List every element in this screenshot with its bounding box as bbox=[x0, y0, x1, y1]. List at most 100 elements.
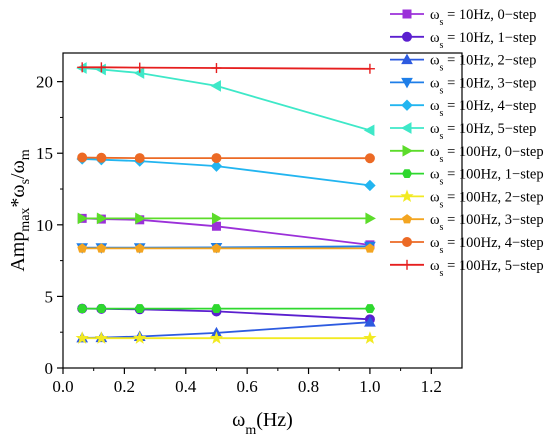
data-point bbox=[400, 189, 414, 203]
series-11 bbox=[77, 152, 375, 164]
data-point bbox=[77, 212, 89, 225]
x-axis-title: ωm(Hz) bbox=[232, 409, 293, 438]
legend-label: ωs = 10Hz, 0−step bbox=[430, 7, 536, 28]
data-point bbox=[364, 179, 376, 192]
legend-item: ωs = 100Hz, 3−step bbox=[390, 212, 544, 233]
y-tick-label: 15 bbox=[36, 144, 53, 163]
data-point bbox=[364, 153, 375, 164]
data-point bbox=[210, 80, 221, 92]
axes: 0.0 0.2 0.4 0.6 0.8 1.0 1.2 0 5 10 15 20 bbox=[36, 52, 463, 396]
series-group bbox=[75, 62, 377, 344]
y-axis-title: Ampmax*ωs/ωm bbox=[7, 149, 33, 271]
data-point bbox=[211, 153, 222, 164]
x-tick-label: 0.8 bbox=[298, 377, 319, 396]
series-8 bbox=[77, 304, 376, 313]
series-line bbox=[82, 156, 370, 160]
data-point bbox=[363, 124, 375, 137]
series-line bbox=[82, 321, 370, 339]
legend-item: ωs = 100Hz, 0−step bbox=[390, 144, 544, 165]
data-point bbox=[402, 31, 412, 42]
x-tick-label: 0.4 bbox=[175, 377, 197, 396]
series-line bbox=[82, 67, 371, 132]
series-5 bbox=[76, 153, 376, 192]
data-point bbox=[134, 243, 145, 253]
data-point bbox=[209, 331, 224, 344]
data-point bbox=[365, 212, 376, 225]
x-tick-label: 1.2 bbox=[421, 377, 442, 396]
y-tick-label: 0 bbox=[45, 359, 54, 378]
data-point bbox=[134, 304, 145, 313]
series-10 bbox=[77, 243, 375, 253]
data-point bbox=[211, 243, 222, 253]
plot-frame bbox=[62, 52, 463, 369]
data-point bbox=[96, 152, 107, 163]
data-point bbox=[211, 221, 221, 231]
data-point bbox=[134, 153, 145, 164]
data-point bbox=[96, 243, 107, 253]
legend-label: ωs = 10Hz, 4−step bbox=[430, 98, 536, 119]
y-tick-label: 20 bbox=[36, 73, 53, 92]
series-12 bbox=[77, 62, 375, 74]
legend-label: ωs = 100Hz, 3−step bbox=[430, 212, 544, 233]
series-line bbox=[82, 307, 370, 321]
y-tick-label: 10 bbox=[36, 216, 53, 235]
data-point bbox=[402, 214, 412, 224]
data-point bbox=[402, 144, 414, 157]
legend-item: ωs = 10Hz, 0−step bbox=[390, 7, 536, 28]
x-tick-label: 1.0 bbox=[359, 377, 380, 396]
legend-item: ωs = 10Hz, 1−step bbox=[390, 30, 536, 51]
data-point bbox=[96, 212, 108, 225]
data-point bbox=[364, 316, 376, 327]
legend-item: ωs = 10Hz, 4−step bbox=[390, 98, 536, 119]
data-point bbox=[401, 77, 413, 89]
data-point bbox=[401, 169, 413, 178]
x-tick-label: 0.0 bbox=[52, 377, 73, 396]
data-point bbox=[211, 304, 222, 313]
legend-label: ωs = 10Hz, 2−step bbox=[430, 53, 536, 74]
data-point bbox=[401, 53, 413, 65]
data-point bbox=[402, 9, 412, 19]
data-point bbox=[96, 304, 107, 313]
data-point bbox=[75, 331, 89, 344]
series-7 bbox=[77, 212, 376, 225]
data-point bbox=[77, 243, 88, 253]
data-point bbox=[94, 331, 109, 344]
legend-label: ωs = 100Hz, 1−step bbox=[430, 167, 544, 188]
legend-item: ωs = 100Hz, 1−step bbox=[390, 167, 544, 188]
legend-label: ωs = 100Hz, 4−step bbox=[430, 235, 544, 256]
y-tick-label: 5 bbox=[45, 287, 54, 306]
legend-label: ωs = 10Hz, 5−step bbox=[430, 121, 536, 142]
data-point bbox=[402, 237, 412, 247]
data-point bbox=[77, 304, 88, 313]
data-point bbox=[211, 212, 223, 225]
x-tick-label: 0.6 bbox=[237, 377, 258, 396]
series-9 bbox=[75, 331, 377, 344]
legend-label: ωs = 10Hz, 1−step bbox=[430, 30, 536, 51]
data-point bbox=[363, 331, 377, 344]
data-point bbox=[210, 160, 223, 172]
x-tick-label: 0.2 bbox=[114, 377, 135, 396]
series-6 bbox=[76, 62, 375, 137]
legend-item: ωs = 10Hz, 3−step bbox=[390, 75, 536, 96]
legend-item: ωs = 10Hz, 2−step bbox=[390, 53, 536, 74]
series-1 bbox=[77, 213, 375, 250]
legend-item: ωs = 10Hz, 5−step bbox=[390, 121, 536, 142]
legend-item: ωs = 100Hz, 5−step bbox=[390, 258, 544, 279]
data-point bbox=[400, 122, 412, 134]
legend-label: ωs = 100Hz, 0−step bbox=[430, 144, 544, 165]
data-point bbox=[365, 243, 375, 253]
legend-item: ωs = 100Hz, 4−step bbox=[390, 235, 544, 256]
data-point bbox=[133, 331, 147, 344]
series-2 bbox=[77, 303, 375, 325]
data-point bbox=[135, 212, 146, 225]
data-point bbox=[364, 304, 376, 313]
legend-label: ωs = 100Hz, 5−step bbox=[430, 258, 544, 279]
series-line bbox=[82, 245, 370, 249]
series-line bbox=[82, 66, 370, 70]
legend-label: ωs = 10Hz, 3−step bbox=[430, 75, 536, 96]
legend-label: ωs = 100Hz, 2−step bbox=[430, 189, 544, 210]
legend-item: ωs = 100Hz, 2−step bbox=[390, 189, 544, 210]
data-point bbox=[401, 99, 413, 111]
